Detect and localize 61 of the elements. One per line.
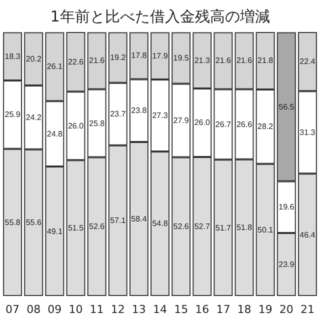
data-label: 23.8 — [131, 106, 148, 116]
data-label: 31.3 — [300, 128, 316, 137]
data-label: 19.6 — [278, 202, 295, 212]
data-label: 46.4 — [300, 230, 316, 240]
data-label: 21.6 — [215, 56, 232, 66]
x-tick-label: 21 — [300, 303, 314, 316]
data-label: 20.2 — [26, 54, 42, 64]
data-label: 24.8 — [46, 129, 63, 138]
x-tick-label: 09 — [48, 303, 62, 316]
data-label: 26.7 — [215, 120, 232, 129]
data-label: 55.6 — [26, 218, 42, 228]
data-label: 22.4 — [300, 57, 316, 66]
data-label: 19.2 — [110, 53, 126, 62]
data-label: 27.9 — [173, 116, 190, 125]
x-tick-label: 17 — [216, 303, 230, 316]
data-label: 21.6 — [236, 56, 253, 66]
x-tick-label: 13 — [132, 303, 146, 316]
data-label: 52.6 — [173, 222, 190, 232]
data-label: 24.2 — [26, 112, 42, 122]
data-label: 58.4 — [131, 214, 148, 224]
x-tick-label: 15 — [174, 303, 188, 316]
data-label: 21.3 — [194, 56, 210, 65]
data-label: 22.6 — [68, 57, 84, 66]
data-label: 21.8 — [258, 56, 274, 66]
x-tick-label: 11 — [90, 303, 104, 316]
data-label: 27.3 — [152, 110, 168, 120]
data-label: 51.8 — [236, 223, 253, 232]
data-label: 56.5 — [278, 102, 295, 112]
x-tick-label: 07 — [6, 303, 20, 316]
x-tick-label: 12 — [110, 303, 125, 316]
data-label: 26.0 — [68, 121, 84, 130]
data-label: 52.6 — [89, 222, 106, 232]
data-label: 25.8 — [89, 118, 106, 128]
data-label: 28.2 — [258, 122, 274, 132]
data-label: 55.8 — [4, 218, 21, 227]
x-tick-label: 08 — [26, 303, 41, 316]
data-label: 26.0 — [194, 118, 210, 128]
data-label: 25.9 — [4, 110, 21, 120]
data-label: 26.6 — [236, 120, 253, 129]
chart-title: 1年前と比べた借入金残高の増減 — [50, 8, 270, 26]
data-label: 57.1 — [110, 216, 126, 226]
data-label: 23.7 — [110, 110, 126, 119]
x-tick-label: 20 — [279, 303, 294, 316]
data-label: 26.1 — [46, 62, 63, 72]
data-label: 52.7 — [194, 222, 210, 232]
data-label: 51.7 — [215, 223, 232, 232]
x-tick-label: 18 — [237, 303, 252, 316]
x-tick-label: 19 — [258, 303, 272, 316]
x-tick-label: 16 — [195, 303, 210, 316]
data-label: 21.6 — [89, 56, 106, 66]
x-tick-label: 10 — [68, 303, 83, 316]
data-label: 50.1 — [258, 225, 274, 234]
data-label: 19.5 — [173, 53, 190, 62]
data-label: 51.5 — [68, 224, 84, 233]
data-label: 49.1 — [46, 226, 63, 236]
data-label: 17.9 — [152, 51, 168, 60]
data-label: 18.3 — [4, 52, 21, 61]
data-label: 17.8 — [131, 51, 148, 60]
data-label: 54.8 — [152, 219, 168, 228]
data-label: 23.9 — [278, 260, 295, 269]
x-tick-label: 14 — [153, 303, 167, 316]
